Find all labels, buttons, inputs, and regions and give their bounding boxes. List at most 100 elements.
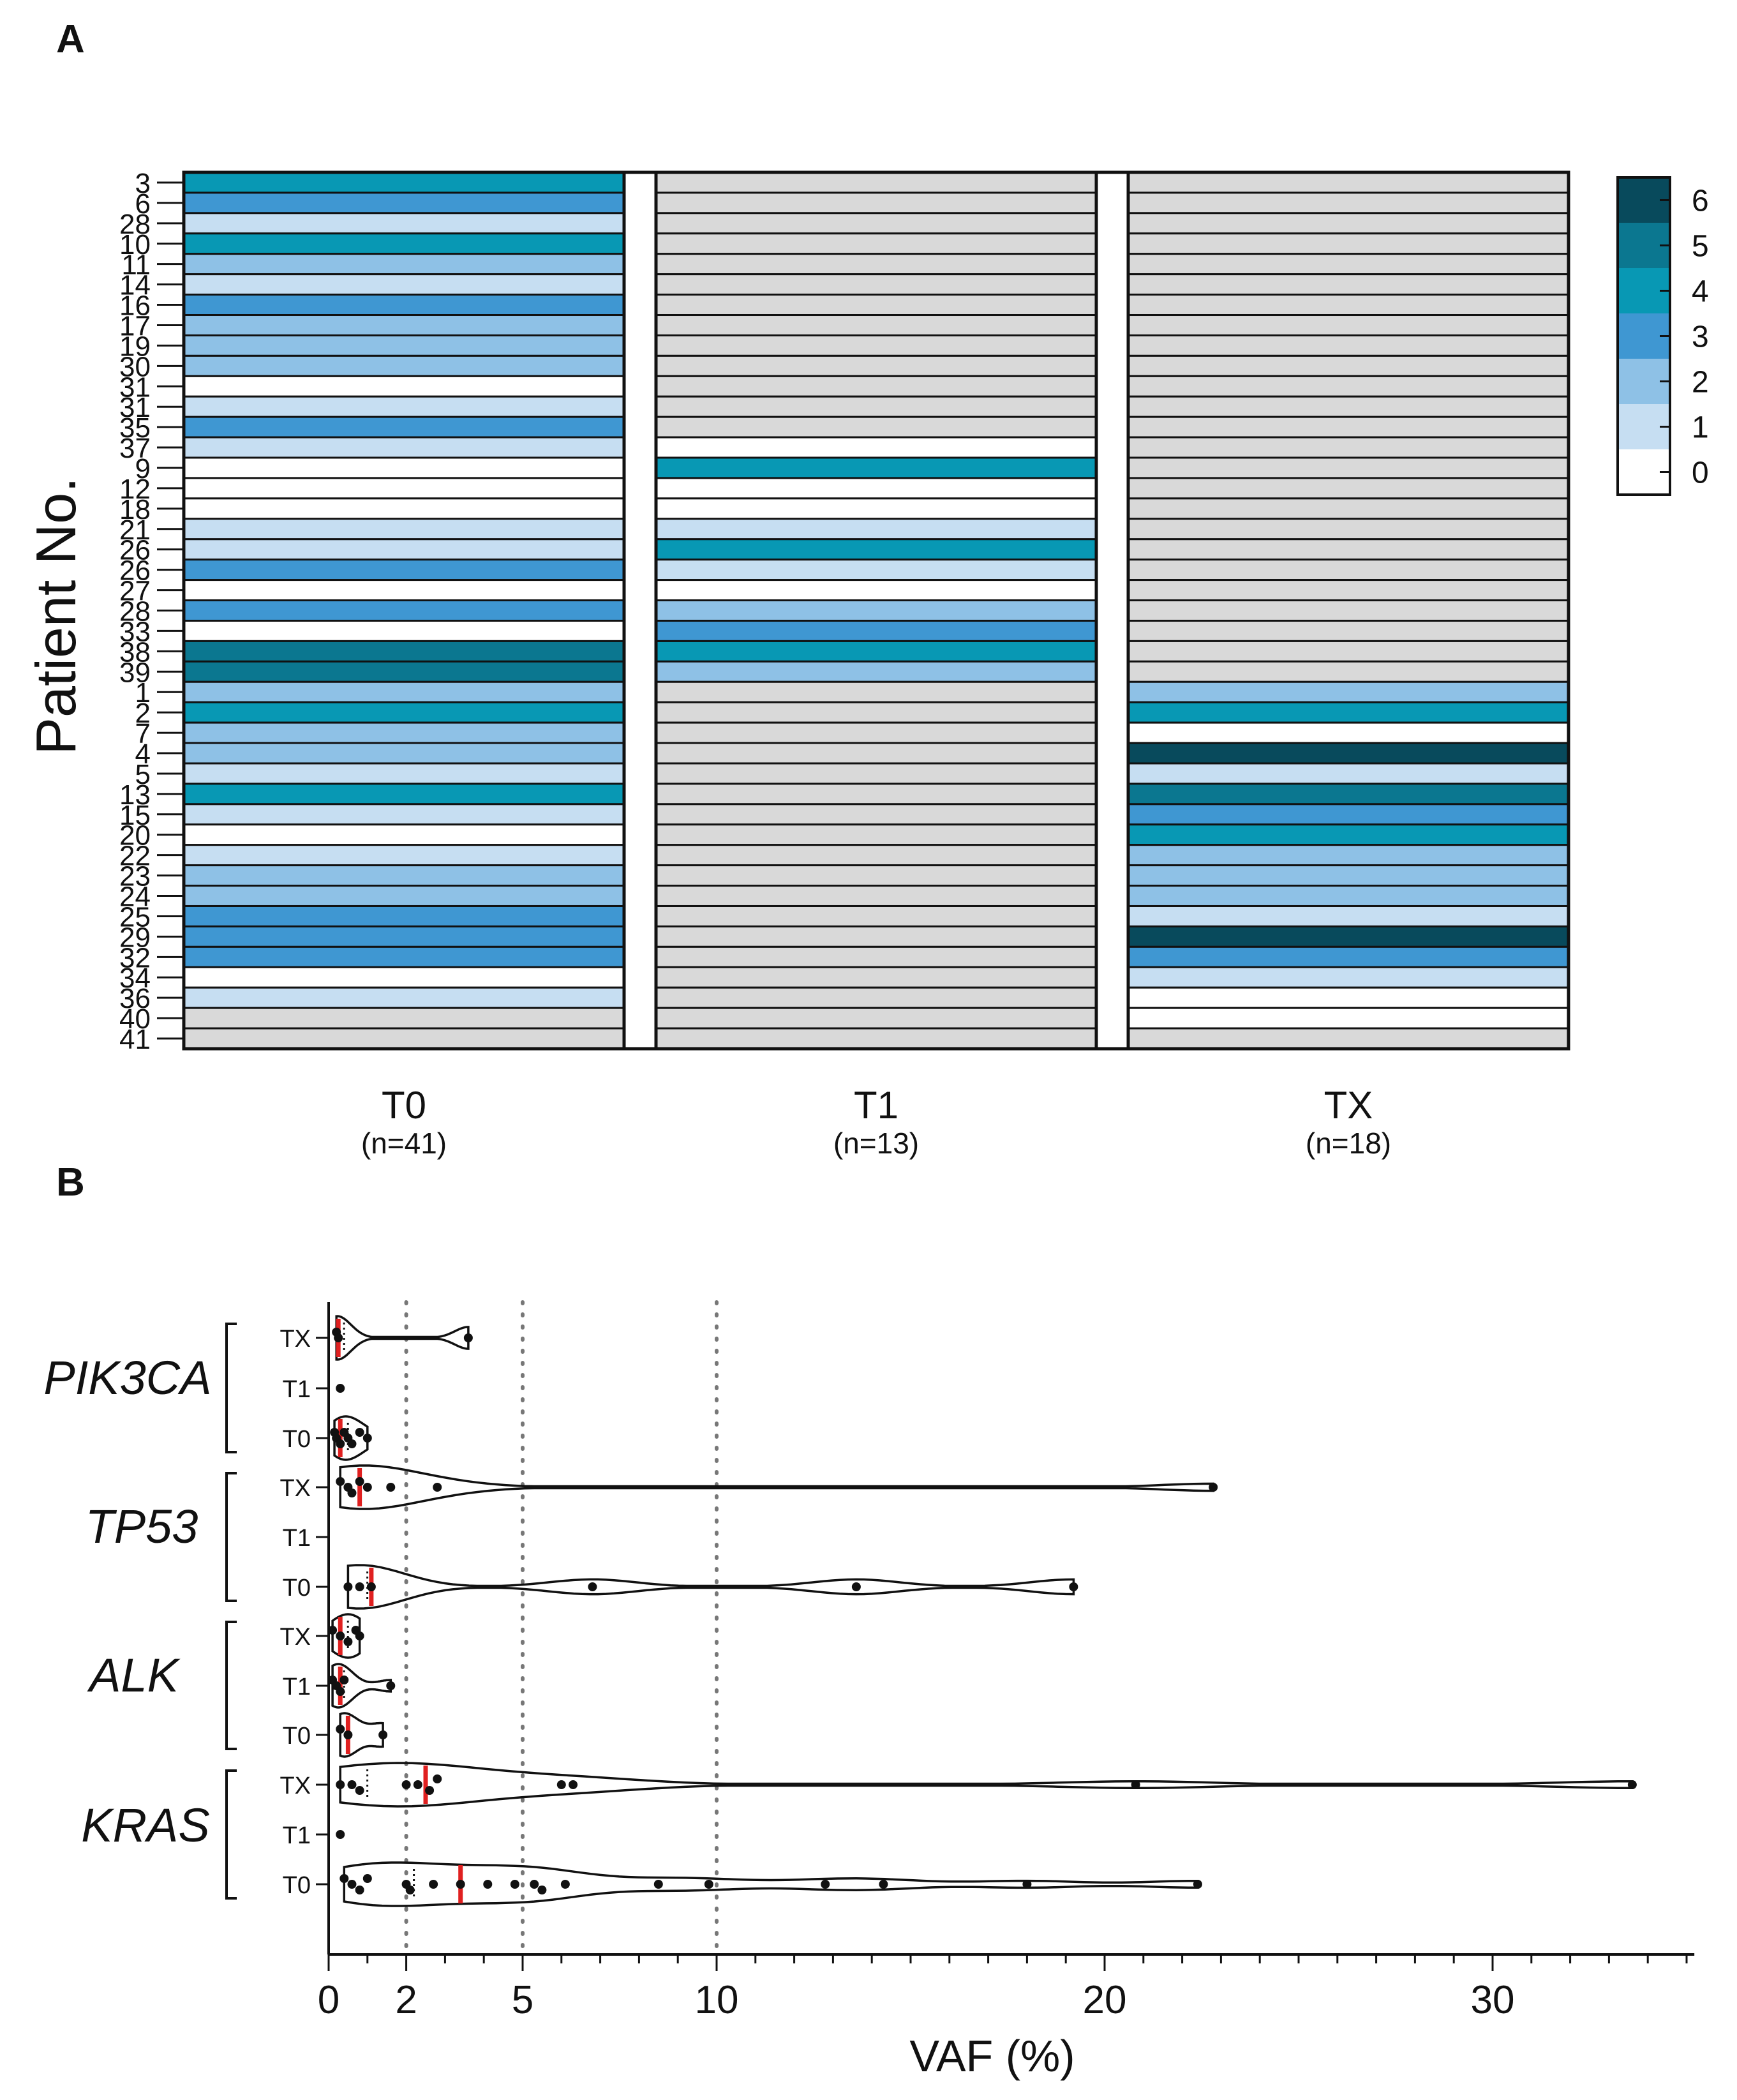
colorbar-tick-label: 2	[1692, 366, 1709, 400]
heatmap-cell-t0	[183, 925, 625, 948]
violin-outline	[339, 1762, 1634, 1808]
heatmap-cell-t0	[183, 762, 625, 785]
data-point	[362, 1874, 372, 1883]
heatmap-cell-tx	[1127, 783, 1570, 806]
heatmap-cell-tx	[1127, 497, 1570, 520]
heatmap-cell-t1	[655, 334, 1098, 357]
timepoint-label: TX	[280, 1624, 311, 1651]
heatmap-cell-tx	[1127, 864, 1570, 887]
heatmap-cell-tx	[1127, 314, 1570, 336]
heatmap-cell-t0	[183, 212, 625, 235]
row-label: 17	[119, 310, 151, 341]
heatmap-cell-t0	[183, 986, 625, 1009]
data-point	[1193, 1880, 1202, 1889]
violin-outline	[339, 1712, 384, 1758]
data-point	[456, 1880, 465, 1889]
heatmap-cell-t1	[655, 783, 1098, 806]
heatmap-cell-t1	[655, 742, 1098, 765]
heatmap-cell-t0	[183, 904, 625, 927]
heatmap-cell-tx	[1127, 844, 1570, 867]
timepoint-label: T0	[283, 1723, 311, 1750]
row-label: 2	[135, 698, 151, 729]
row-label: 23	[119, 861, 151, 892]
data-point	[343, 1582, 353, 1591]
heatmap-cell-t1	[655, 294, 1098, 317]
timepoint-label: T1	[283, 1822, 311, 1849]
data-point	[336, 1477, 345, 1486]
data-point	[355, 1886, 364, 1894]
heatmap-cell-t1	[655, 253, 1098, 276]
data-point	[405, 1886, 415, 1894]
row-label: 33	[119, 616, 151, 647]
heatmap-cell-tx	[1127, 334, 1570, 357]
data-point	[339, 1676, 349, 1684]
heatmap-cell-tx	[1127, 925, 1570, 948]
colorbar: 0 1 2 3 4 5 6	[1616, 176, 1709, 496]
heatmap-cell-tx	[1127, 253, 1570, 276]
heatmap-cell-t0	[183, 334, 625, 357]
heatmap-cell-t0	[183, 660, 625, 683]
heatmap-cell-t0	[183, 375, 625, 398]
heatmap-cell-t0	[183, 273, 625, 296]
heatmap-cell-t0	[183, 864, 625, 887]
row-label: 38	[119, 636, 151, 668]
data-point	[1069, 1582, 1078, 1591]
row-label: 37	[119, 433, 151, 464]
row-label: 22	[119, 841, 151, 872]
violin-axes: 0 2 5 10 20 30 PIK3CA TX T1 T0 TP53 TX T1 T0 ALK TX T1 T0…	[43, 1300, 1695, 2022]
heatmap-cell-tx	[1127, 436, 1570, 459]
gene-bracket	[225, 1621, 237, 1750]
heatmap-cell-tx	[1127, 721, 1570, 744]
data-point	[556, 1780, 566, 1789]
row-label: 5	[135, 759, 151, 790]
heatmap-cell-t0	[183, 579, 625, 602]
gene-bracket	[225, 1472, 237, 1602]
heatmap-cell-tx	[1127, 945, 1570, 968]
data-point	[429, 1880, 438, 1889]
x-tick-label: 5	[512, 1978, 533, 2022]
heatmap-cell-t0	[183, 680, 625, 703]
data-point	[343, 1637, 353, 1646]
row-label: 1	[135, 677, 151, 709]
heatmap-cell-tx	[1127, 273, 1570, 296]
heatmap-cell-t0	[183, 721, 625, 744]
heatmap-cell-tx	[1127, 232, 1570, 255]
data-point	[704, 1880, 713, 1889]
data-point	[362, 1434, 372, 1443]
heatmap-cell-t1	[655, 599, 1098, 622]
heatmap-cell-t0	[183, 966, 625, 989]
heatmap-cell-t0	[183, 1027, 625, 1050]
heatmap-cell-t1	[655, 680, 1098, 703]
data-point	[588, 1582, 597, 1591]
heatmap-cell-tx	[1127, 701, 1570, 724]
colorbar-tick-label: 6	[1692, 184, 1709, 218]
heatmap-cell-t1	[655, 559, 1098, 581]
heatmap-cell-tx	[1127, 640, 1570, 663]
heatmap-cell-t0	[183, 518, 625, 541]
heatmap-cell-tx	[1127, 1027, 1570, 1050]
data-point	[1022, 1880, 1032, 1889]
heatmap-cell-t1	[655, 945, 1098, 968]
heatmap-cell-tx	[1127, 212, 1570, 235]
heatmap-rows	[182, 170, 1570, 1051]
heatmap-cell-t0	[183, 171, 625, 194]
heatmap-cell-t1	[655, 456, 1098, 479]
heatmap-cell-t1	[655, 579, 1098, 602]
timepoint-label: T1	[283, 1525, 311, 1552]
data-point	[851, 1582, 861, 1591]
heatmap-cell-t1	[655, 416, 1098, 439]
timepoint-label: T1	[283, 1674, 311, 1700]
heatmap-cell-t0	[183, 456, 625, 479]
heatmap-cell-t0	[183, 314, 625, 336]
heatmap-cell-t1	[655, 171, 1098, 194]
data-point	[537, 1886, 547, 1894]
gene-bracket	[225, 1323, 237, 1453]
heatmap-cell-tx	[1127, 395, 1570, 418]
data-point	[336, 1725, 345, 1734]
row-label: 31	[119, 371, 151, 403]
row-label: 34	[119, 963, 151, 994]
data-point	[347, 1780, 357, 1789]
row-label: 3	[135, 168, 151, 199]
violin-outline	[333, 1415, 369, 1461]
violin-outline	[335, 1315, 470, 1361]
